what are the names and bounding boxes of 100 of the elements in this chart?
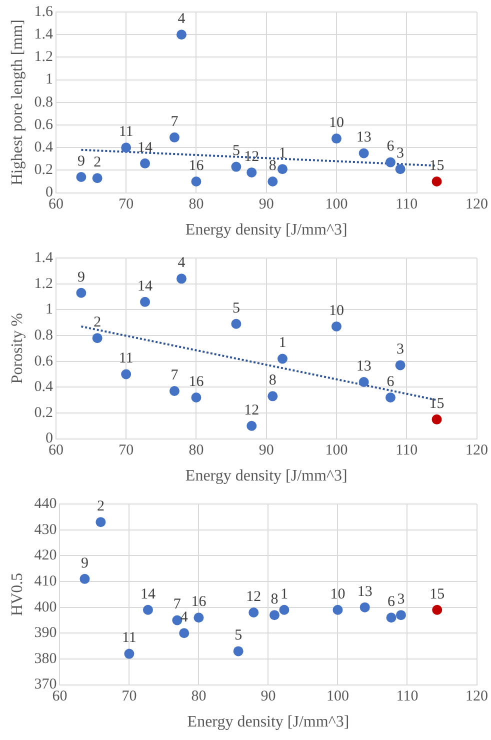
point [140,296,150,307]
x-tick-label: 120 [466,688,488,705]
x-tick-label: 70 [118,196,134,213]
annotation: 7 [170,114,179,130]
point [268,176,278,186]
annotation: 14 [138,278,154,294]
point [142,604,153,615]
annotation: 7 [170,367,179,384]
point [80,574,90,584]
y-axis-title: HV0.5 [8,572,26,616]
x-tick-label: 90 [258,442,274,459]
point [268,391,278,402]
annotation: 16 [188,374,204,390]
point [277,164,288,174]
x-axis-title: Energy density [J/mm^3] [187,714,350,731]
annotation: 16 [188,158,204,174]
x-tick-label: 60 [48,442,64,459]
annotation: 8 [268,372,276,389]
point [279,604,290,615]
point [96,517,106,528]
annotation: 7 [173,596,182,613]
point [358,376,369,387]
annotation: 3 [397,592,405,608]
x-tick-label: 70 [118,442,134,459]
point [396,610,406,620]
point [121,369,132,380]
x-tick-label: 100 [326,688,349,705]
annotation: 11 [118,350,134,367]
annotation: 13 [356,130,372,146]
point [233,646,244,656]
y-tick-label: 1.2 [34,276,53,292]
x-tick-label: 70 [122,688,137,705]
annotation: 2 [94,314,102,331]
annotation: 13 [356,358,372,374]
point [386,612,396,623]
annotation: 9 [77,269,85,286]
annotation: 11 [122,630,136,646]
annotation: 9 [80,555,88,572]
x-tick-label: 80 [188,442,204,459]
point [385,392,396,402]
annotation: 15 [429,396,444,412]
point [121,142,132,153]
x-tick-label: 80 [188,196,204,213]
annotation: 2 [96,498,104,515]
y-tick-label: 380 [34,650,57,667]
point [395,360,406,370]
x-tick-label: 90 [258,196,274,213]
point [246,420,257,431]
y-tick-label: 440 [34,496,57,512]
point [432,604,442,615]
point [331,134,342,144]
x-tick-label: 90 [260,688,276,705]
annotation: 5 [232,300,240,316]
annotation: 15 [429,158,444,174]
annotation: 1 [278,335,286,352]
y-tick-label: 0.2 [34,404,53,421]
point [231,162,242,172]
point [92,333,102,344]
y-tick-label: 1.4 [34,26,54,43]
annotation: 8 [270,592,278,608]
x-tick-label: 100 [325,442,348,459]
point [395,164,406,174]
x-axis-title: Energy density [J/mm^3] [185,222,348,239]
point [191,392,202,402]
y-tick-label: 430 [34,522,57,538]
annotation: 6 [388,594,396,610]
annotation: 13 [357,584,372,600]
annotation: 12 [244,402,260,418]
point [169,132,180,142]
x-tick-label: 60 [52,688,68,705]
y-tick-label: 1 [45,302,53,318]
annotation: 5 [232,143,240,160]
annotation: 10 [328,114,344,131]
point [248,607,259,618]
annotation: 1 [280,586,288,602]
x-tick-label: 60 [48,196,64,213]
point [231,318,242,329]
x-tick-label: 100 [325,196,348,213]
point [385,157,396,168]
point [269,610,280,620]
point [140,158,150,168]
y-tick-label: 390 [34,625,57,642]
point [191,176,202,186]
x-tick-label: 110 [396,442,418,459]
annotation: 14 [138,140,154,156]
y-tick-label: 0.6 [34,353,54,370]
annotation: 1 [278,146,286,162]
annotation: 4 [178,255,186,272]
annotation: 12 [244,148,260,165]
y-tick-label: 0.6 [34,116,54,133]
y-tick-label: 420 [34,548,57,564]
point [176,30,186,40]
y-tick-label: 400 [34,599,57,616]
point [277,354,288,364]
point [76,172,86,182]
annotation: 11 [118,124,134,140]
point [92,173,102,184]
annotation: 12 [246,588,262,605]
annotation: 10 [330,586,346,602]
y-tick-label: 0.4 [34,140,54,156]
